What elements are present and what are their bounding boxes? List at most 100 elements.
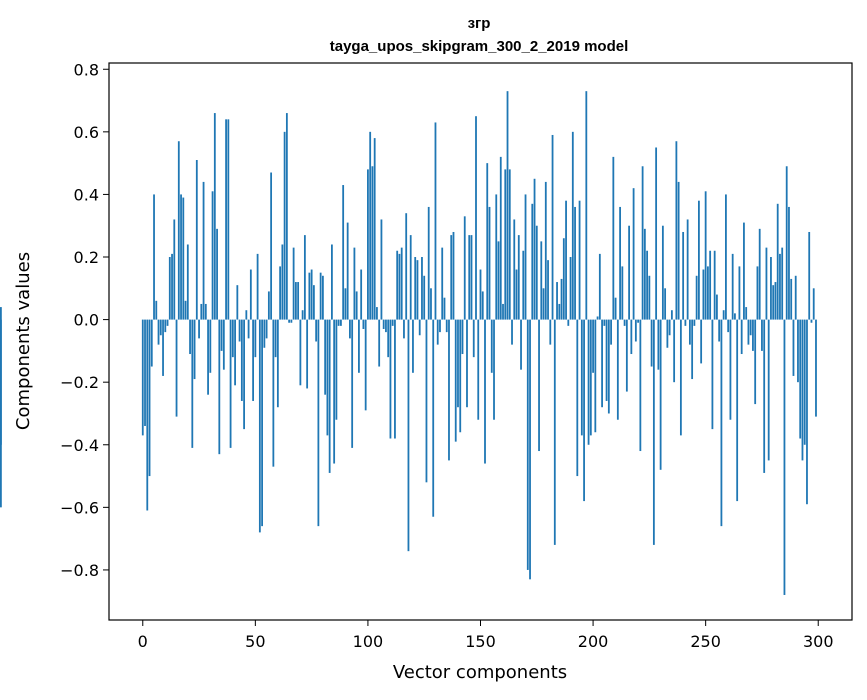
bar-74	[308, 272, 311, 320]
bar-42	[236, 285, 239, 320]
bar-171	[526, 319, 529, 570]
x-tick-label-150: 150	[465, 632, 496, 651]
bar-241	[684, 319, 687, 326]
bar-40	[231, 319, 234, 358]
bar-10	[164, 319, 167, 333]
bar-245	[693, 319, 696, 326]
bar-62	[281, 244, 284, 320]
bar-36	[222, 319, 225, 370]
bar-166	[515, 269, 518, 320]
bar-222	[641, 166, 644, 320]
bar-88	[340, 319, 342, 326]
bar-172	[529, 319, 531, 580]
bar-29	[207, 319, 209, 395]
bar-281	[774, 282, 777, 320]
bar-7	[157, 319, 160, 345]
bar-52	[258, 319, 261, 533]
bar-287	[788, 206, 790, 320]
bar-163	[508, 169, 511, 320]
bar-145	[468, 235, 471, 320]
bar-148	[475, 116, 477, 320]
bar-299	[815, 319, 817, 417]
bar-20	[186, 244, 189, 320]
bar-286	[785, 166, 788, 320]
bar-93	[351, 319, 354, 448]
y-tick-label-8: −0.8	[60, 561, 99, 580]
x-axis: 0 50 100 150 200 250 300	[138, 620, 834, 651]
bar-23	[193, 319, 196, 380]
bar-289	[792, 319, 795, 376]
bar-72	[303, 235, 306, 320]
bar-117	[405, 213, 408, 320]
bar-135	[445, 319, 448, 333]
bar-269	[747, 319, 750, 345]
y-tick-label-7: −0.6	[60, 498, 99, 517]
bar-143	[463, 216, 466, 320]
x-tick-label-250: 250	[690, 632, 721, 651]
bar-149	[477, 319, 480, 420]
bar-26	[200, 303, 203, 320]
bar-83	[328, 319, 331, 473]
bars-group	[0, 91, 817, 595]
bar-25	[198, 319, 200, 339]
bar-87	[337, 319, 340, 326]
bar-109	[387, 319, 390, 358]
bar-75	[310, 269, 313, 320]
bar-3	[148, 319, 151, 477]
bar-254	[713, 250, 716, 320]
bar-97	[360, 269, 363, 320]
bar-69	[297, 282, 300, 320]
bar-121	[414, 257, 417, 320]
y-tick-label-1: 0.6	[74, 123, 99, 142]
bar-214	[623, 319, 626, 326]
bar-174	[533, 178, 536, 320]
bar-41	[234, 319, 236, 386]
bar-227	[652, 319, 655, 545]
bar-59	[274, 319, 277, 358]
bar-125	[423, 275, 426, 320]
bar-261	[729, 319, 732, 420]
bar-116	[403, 319, 405, 339]
bar-283	[779, 253, 781, 320]
bar-92	[349, 319, 351, 339]
bar-146	[470, 235, 473, 320]
bar-71	[301, 310, 304, 320]
bar-229	[657, 319, 660, 370]
bar-147	[472, 319, 475, 358]
bar-84	[331, 244, 333, 320]
bar-15	[175, 319, 178, 417]
bar-102	[371, 166, 374, 320]
bar-265	[738, 266, 741, 320]
bar-205	[603, 319, 606, 326]
bar-18	[182, 197, 185, 320]
bar-201	[594, 319, 597, 433]
bar-35	[220, 319, 223, 351]
bar-16	[177, 141, 180, 320]
bar-154	[488, 206, 491, 320]
bar-291	[797, 319, 799, 383]
x-tick-label-50: 50	[245, 632, 265, 651]
bar-66	[290, 319, 293, 323]
bar-220	[637, 319, 640, 323]
bar-19	[184, 300, 187, 320]
bar-213	[621, 266, 624, 320]
bar-293	[801, 319, 804, 461]
bar-99	[364, 319, 367, 411]
bar-204	[601, 319, 603, 408]
x-tick-label-300: 300	[803, 632, 834, 651]
bar-33	[216, 228, 218, 320]
bar-264	[736, 319, 739, 502]
bar-233	[666, 319, 669, 348]
bar-140	[457, 319, 459, 408]
bar-167	[517, 235, 520, 320]
bar-30	[209, 319, 212, 373]
bar-180	[547, 260, 549, 320]
bar-131	[436, 319, 439, 345]
bar-255	[716, 294, 718, 320]
bar-238	[677, 181, 680, 320]
bar-128	[430, 288, 432, 320]
bar-267	[743, 222, 745, 320]
bar-198	[587, 319, 590, 445]
